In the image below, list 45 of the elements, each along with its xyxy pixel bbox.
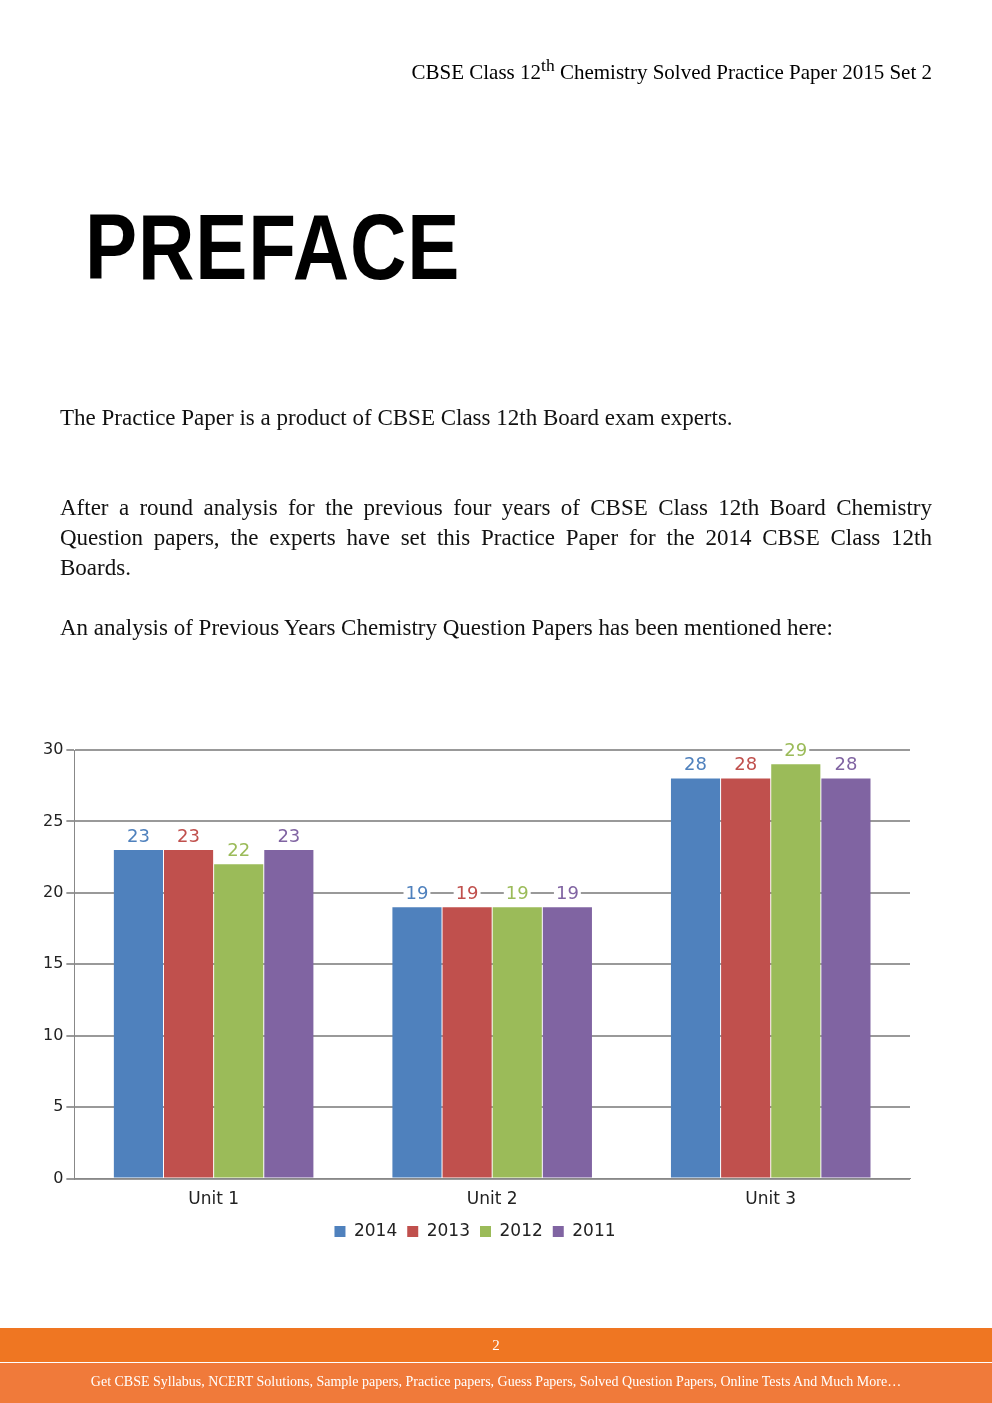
bar <box>670 778 721 1178</box>
chart-title: PREFACE <box>85 195 461 300</box>
text: An analysis of Previous Years Chemistry Question Papers has been mentioned here: <box>60 614 834 642</box>
bar <box>392 907 442 1178</box>
y-tick-label: 5 <box>53 1096 64 1116</box>
text: After a round analysis for the previous four years of CBSE Class 12th Board Chemistry Question papers, the experts have set this Practice Paper for the 2014 CBSE Class 12th Boards. <box>60 494 932 582</box>
x-tick-label: Unit 2 <box>466 1188 518 1209</box>
legend-label: 2012 <box>499 1219 543 1240</box>
x-tick-label: Unit 1 <box>188 1188 240 1209</box>
y-tick-label: 30 <box>43 739 64 759</box>
data-label: 28 <box>834 753 858 775</box>
bar <box>264 850 314 1178</box>
y-tick-label: 20 <box>43 882 64 902</box>
data-label: 19 <box>505 881 529 903</box>
data-label: 19 <box>455 881 479 903</box>
text: The Practice Paper is a product of CBSE Class 12th Board exam experts. <box>60 404 734 432</box>
bar <box>492 907 542 1178</box>
data-label: 28 <box>684 753 707 775</box>
data-label: 29 <box>784 738 808 760</box>
chart-subtitle: CBSE Class 12$^{th}$ Chemistry Solved Practice Paper 2015 Set 2 <box>411 55 932 85</box>
y-tick-label: 25 <box>43 810 64 830</box>
data-label: 23 <box>126 824 150 846</box>
y-tick-label: 15 <box>43 953 64 973</box>
legend-label: 2013 <box>426 1219 470 1240</box>
data-label: 23 <box>277 824 301 846</box>
bar <box>214 864 264 1178</box>
text: Get CBSE Syllabus, NCERT Solutions, Sample papers, Practice papers, Guess Papers, Solved Question Papers, Online Tests And Much More… <box>0 1363 992 1403</box>
bar <box>164 850 214 1178</box>
legend-label: 2011 <box>572 1219 616 1240</box>
x-tick-label: Unit 3 <box>745 1188 797 1209</box>
text: 2 <box>0 1328 992 1362</box>
legend-label: 2014 <box>353 1219 398 1240</box>
data-label: 22 <box>227 838 251 860</box>
bar <box>721 778 771 1178</box>
data-label: 28 <box>734 753 758 775</box>
data-label: 19 <box>405 881 429 903</box>
y-tick-label: 0 <box>53 1167 64 1187</box>
bar <box>771 764 821 1178</box>
data-label: 19 <box>555 881 579 903</box>
y-tick-label: 10 <box>43 1024 64 1044</box>
bar <box>113 850 163 1178</box>
data-label: 23 <box>177 824 201 846</box>
bar <box>821 778 871 1178</box>
bar <box>442 907 492 1178</box>
bar <box>542 907 592 1178</box>
